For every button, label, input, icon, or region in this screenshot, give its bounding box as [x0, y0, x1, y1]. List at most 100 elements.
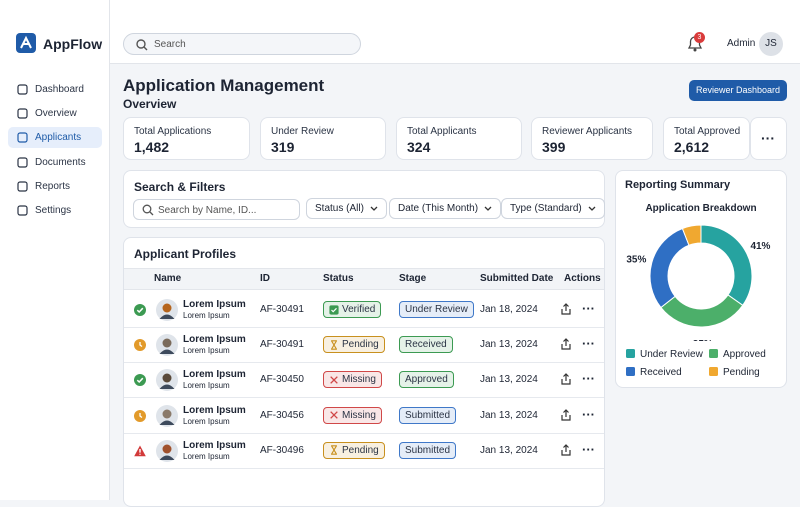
avatar-head — [162, 409, 172, 419]
stage-text: Under Review — [405, 304, 468, 315]
icon-glyph — [331, 339, 337, 350]
user-name: Admin — [727, 38, 756, 49]
stat-card: Total Applicants 324 — [396, 117, 522, 160]
share-icon[interactable] — [560, 338, 572, 350]
more-button[interactable]: ··· — [750, 117, 787, 160]
stat-label: Total Applicants — [407, 126, 477, 137]
row-more[interactable]: ··· — [582, 406, 595, 422]
table-card: Applicant Profiles — [123, 237, 605, 507]
avatar-head — [162, 338, 172, 348]
chevron-icon — [484, 206, 492, 211]
row-divider — [124, 327, 604, 328]
icon-glyph — [331, 307, 337, 312]
stage-text: Approved — [405, 374, 448, 386]
nav-icon-shape — [17, 108, 28, 119]
share-glyph — [561, 303, 571, 315]
hourglass-icon — [331, 445, 337, 456]
row-divider — [124, 362, 604, 364]
icon-bg — [134, 304, 146, 316]
legend-label: Received — [640, 367, 682, 378]
legend-swatch — [626, 367, 635, 376]
legend-swatch — [709, 367, 718, 376]
submitted-date: Jan 13, 2024 — [480, 444, 538, 456]
avatar-body — [159, 349, 175, 355]
nav-icon-shape — [17, 181, 28, 192]
alert-icon — [134, 445, 146, 457]
share-icon[interactable] — [560, 303, 572, 315]
applicant-avatar — [156, 299, 178, 321]
filter-dropdown[interactable]: Date (This Month) — [389, 198, 502, 219]
stage-text: Received — [405, 339, 447, 351]
chevron-icon — [370, 206, 378, 211]
status-text: Verified — [342, 304, 376, 315]
share-icon[interactable] — [560, 443, 572, 456]
page-title: Application Management — [123, 76, 325, 95]
column-header: Submitted Date — [480, 273, 554, 284]
status-badge: Missing — [323, 406, 382, 424]
nav-item[interactable]: Applicants — [8, 127, 102, 149]
status-badge: Missing — [323, 371, 382, 389]
icon-glyph — [136, 378, 144, 384]
status-text: Missing — [342, 409, 376, 421]
nav-item[interactable]: Documents — [8, 152, 102, 173]
stage-text: Submitted — [405, 409, 451, 421]
column-header: Actions — [564, 273, 601, 284]
filter-search[interactable]: Search by Name, ID... — [133, 199, 300, 220]
brand-logo — [16, 33, 36, 53]
nav-icon — [17, 156, 28, 168]
nav-icon-shape — [17, 156, 28, 168]
applicant-name: Lorem Ipsum — [183, 404, 246, 416]
reviewer-dashboard-button[interactable]: Reviewer Dashboard — [689, 80, 787, 101]
applicant-subtitle: Lorem Ipsum — [183, 416, 230, 426]
submitted-date: Jan 18, 2024 — [480, 304, 538, 315]
row-more[interactable]: ··· — [582, 441, 595, 457]
stage-badge: Approved — [399, 371, 454, 389]
search-icon — [142, 204, 154, 216]
status-badge: Verified — [323, 301, 382, 318]
stat-label: Reviewer Applicants — [542, 126, 633, 137]
donut-segment — [660, 294, 744, 328]
nav-item[interactable]: Reports — [8, 176, 102, 197]
stage-badge: Under Review — [399, 301, 474, 318]
user-avatar[interactable]: JS — [759, 32, 783, 56]
applicant-id: AF-30456 — [260, 409, 304, 421]
row-more[interactable]: ··· — [582, 336, 595, 352]
nav-label: Overview — [35, 108, 77, 120]
share-icon[interactable] — [560, 373, 572, 385]
nav-icon — [17, 84, 28, 95]
search-box[interactable]: Search — [123, 33, 361, 55]
chevron — [588, 206, 596, 211]
nav-icon — [17, 205, 28, 216]
applicant-name: Lorem Ipsum — [183, 334, 246, 346]
row-more[interactable]: ··· — [582, 301, 595, 316]
check-icon — [134, 304, 146, 316]
icon-bg — [134, 374, 146, 387]
data-label: 35% — [693, 339, 713, 341]
nav-item[interactable]: Overview — [8, 103, 102, 124]
stat-value: 319 — [271, 139, 295, 155]
filter-dropdown[interactable]: Status (All) — [306, 198, 387, 219]
stat-label: Under Review — [271, 126, 334, 137]
applicant-id: AF-30491 — [260, 304, 304, 315]
nav-icon-shape — [17, 132, 28, 143]
nav-item[interactable]: Dashboard — [8, 79, 102, 100]
applicant-name: Lorem Ipsum — [183, 369, 246, 381]
applicant-subtitle: Lorem Ipsum — [183, 346, 230, 356]
chart-title: Application Breakdown — [645, 203, 757, 214]
submitted-date: Jan 13, 2024 — [480, 409, 538, 421]
share-glyph — [561, 443, 571, 456]
stat-card: Reviewer Applicants 399 — [531, 117, 653, 160]
column-header: ID — [260, 273, 270, 284]
applicant-id: AF-30450 — [260, 374, 304, 386]
nav-item[interactable]: Settings — [8, 200, 102, 221]
hourglass-icon — [331, 339, 337, 350]
stage-badge: Submitted — [399, 441, 457, 459]
row-more[interactable]: ··· — [582, 371, 595, 387]
column-header: Status — [323, 273, 354, 284]
stat-card: Total Applications 1,482 — [123, 117, 250, 160]
filter-dropdown[interactable]: Type (Standard) — [501, 198, 605, 219]
share-icon[interactable] — [560, 408, 572, 421]
submitted-date: Jan 13, 2024 — [480, 374, 538, 386]
nav-icon — [17, 132, 28, 143]
